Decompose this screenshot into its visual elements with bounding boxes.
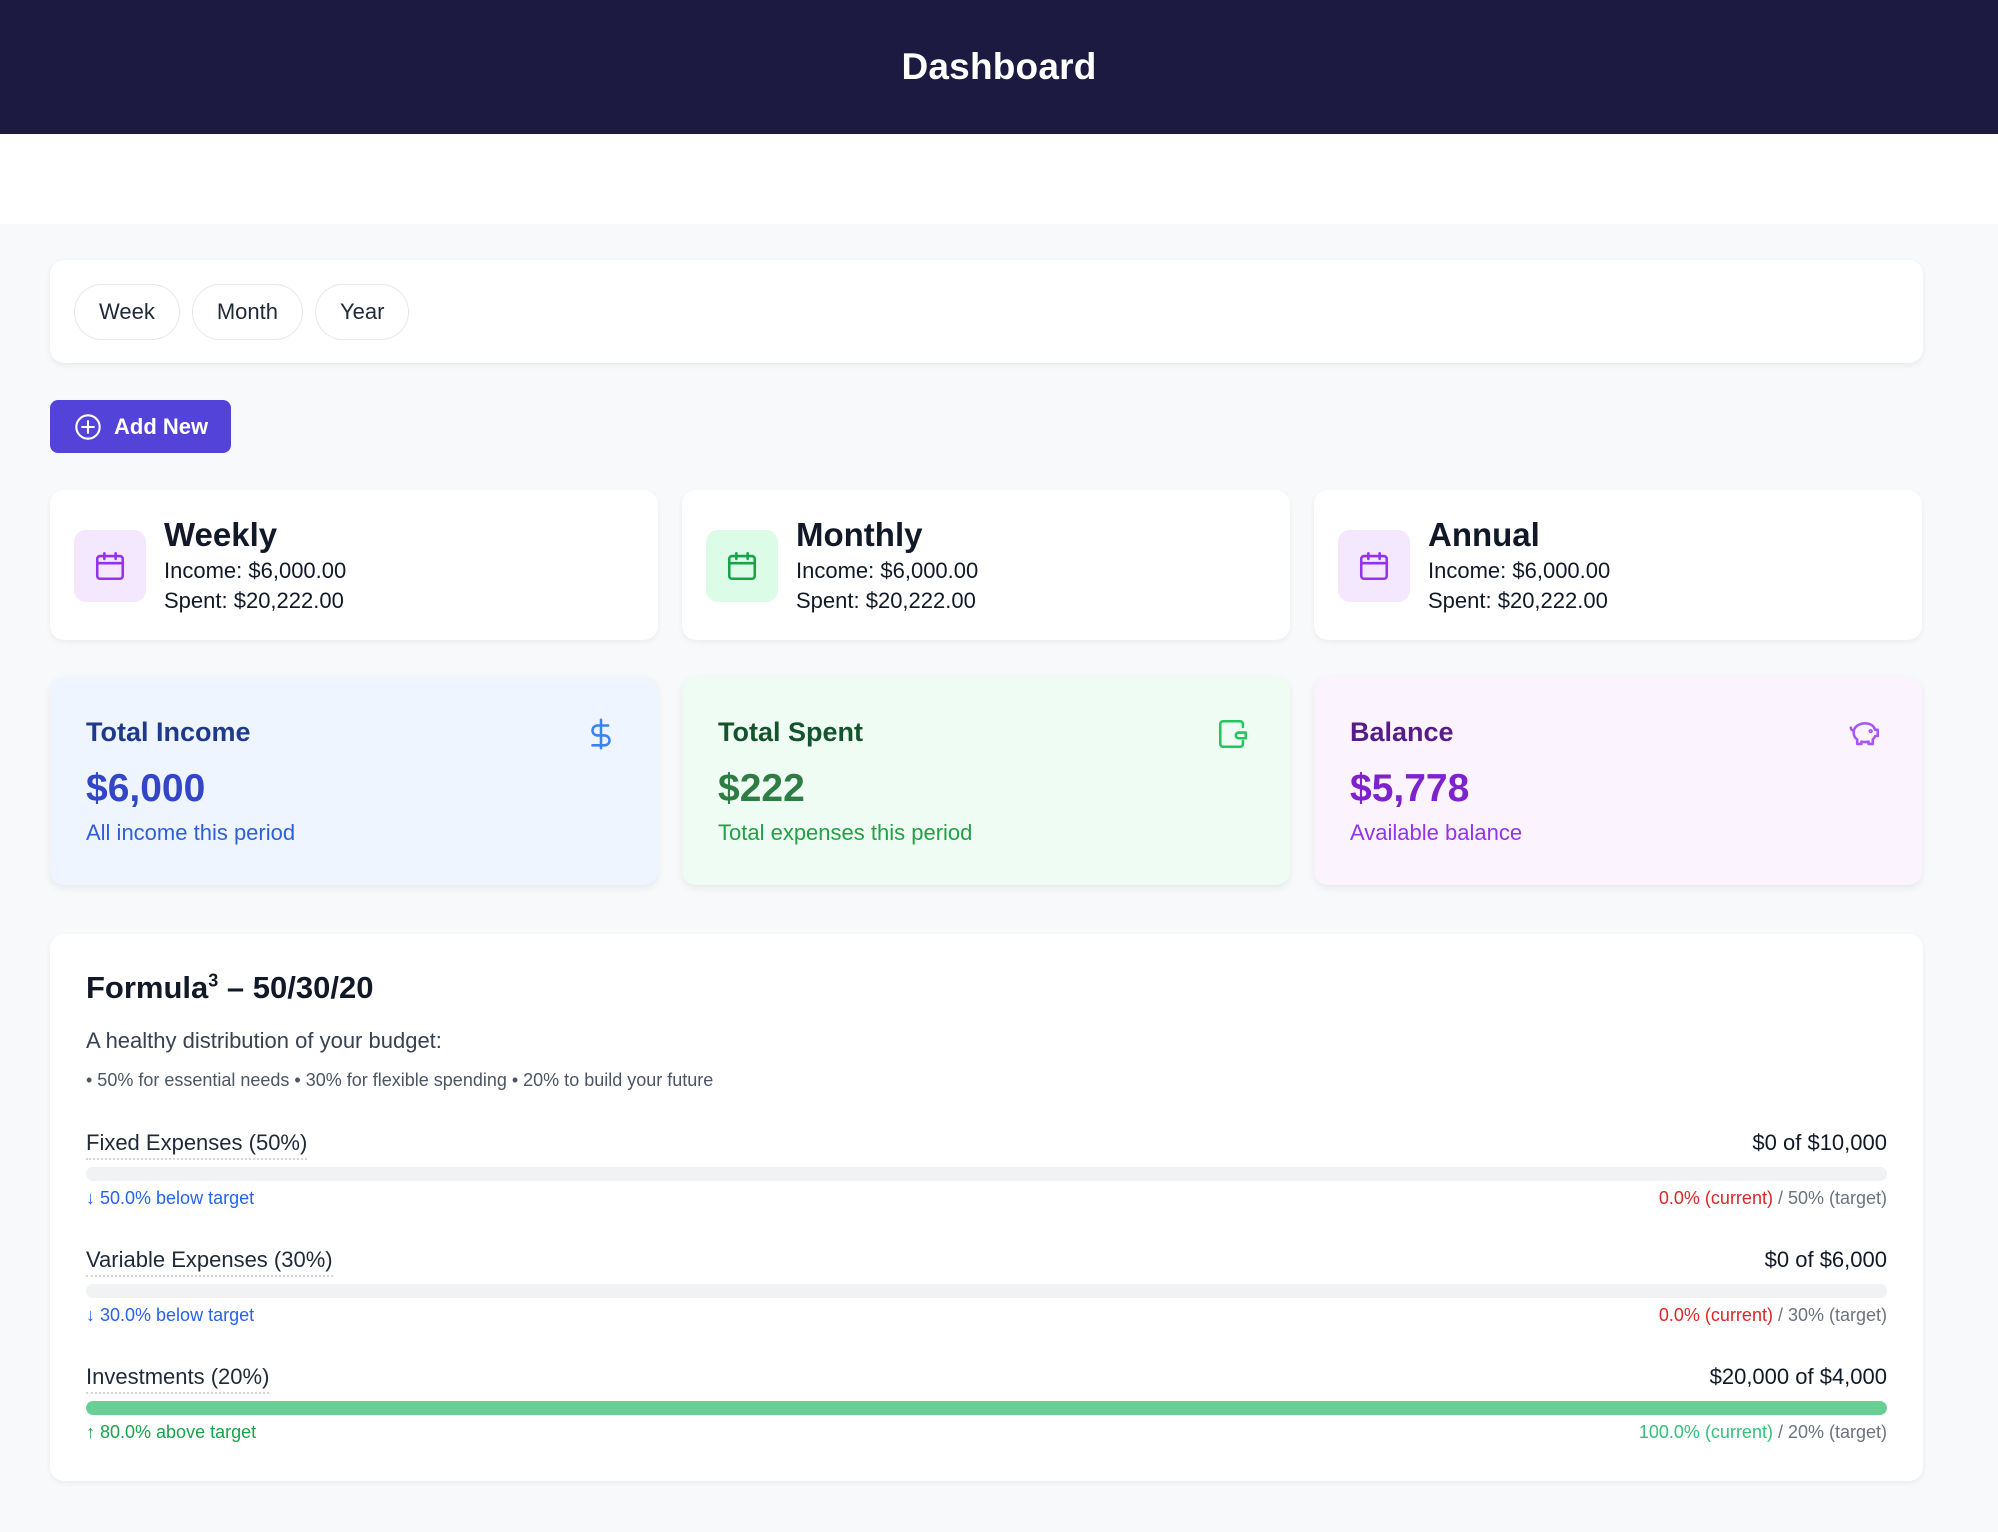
period-card-annual: Annual Income: $6,000.00 Spent: $20,222.… (1314, 490, 1922, 640)
page-title: Dashboard (901, 46, 1097, 87)
plus-circle-icon (75, 413, 101, 440)
variable-expenses-amount: $0 of $6,000 (1764, 1247, 1887, 1272)
variable-expenses-label[interactable]: Variable Expenses (30%) (86, 1247, 333, 1277)
summary-subtitle: Total expenses this period (718, 820, 973, 845)
calendar-icon (1359, 551, 1389, 581)
calendar-icon (727, 551, 757, 581)
header-spacer (0, 134, 1998, 224)
period-income: Income: $6,000.00 (1428, 558, 1611, 583)
summary-value: $6,000 (86, 767, 206, 810)
current-percent: 0.0% (current) (1658, 1305, 1773, 1325)
period-card-weekly: Weekly Income: $6,000.00 Spent: $20,222.… (50, 490, 658, 640)
period-spent: Spent: $20,222.00 (1428, 588, 1608, 613)
investments-status: ↑ 80.0% above target (86, 1422, 257, 1442)
budget-formula-card: Formula3 – 50/30/20 A healthy distributi… (50, 934, 1923, 1481)
summary-title: Balance (1350, 717, 1454, 747)
filter-year-button[interactable]: Year (315, 283, 410, 340)
add-new-button[interactable]: Add New (50, 400, 231, 453)
period-title: Monthly (796, 516, 923, 553)
period-title: Weekly (164, 516, 278, 553)
target-percent: / 50% (target) (1772, 1188, 1887, 1208)
fixed-expenses-status: ↓ 50.0% below target (86, 1188, 255, 1208)
fixed-expenses-progress-track (86, 1167, 1887, 1181)
summary-value: $5,778 (1350, 767, 1470, 810)
investments-label[interactable]: Investments (20%) (86, 1364, 270, 1394)
fixed-expenses-amount: $0 of $10,000 (1752, 1130, 1887, 1155)
wallet-icon (1218, 719, 1248, 749)
target-percent: / 20% (target) (1772, 1422, 1887, 1442)
summary-title: Total Income (86, 717, 251, 747)
summary-subtitle: Available balance (1350, 820, 1523, 845)
investments-percentages: 100.0% (current) / 20% (target) (1639, 1422, 1887, 1443)
summary-subtitle: All income this period (86, 820, 296, 845)
period-income: Income: $6,000.00 (796, 558, 979, 583)
current-percent: 100.0% (current) (1638, 1422, 1773, 1442)
period-income: Income: $6,000.00 (164, 558, 347, 583)
fixed-expenses-label[interactable]: Fixed Expenses (50%) (86, 1130, 308, 1160)
variable-expenses-status: ↓ 30.0% below target (86, 1305, 255, 1325)
current-percent: 0.0% (current) (1658, 1188, 1773, 1208)
summary-value: $222 (718, 767, 805, 810)
variable-expenses-percentages: 0.0% (current) / 30% (target) (1659, 1305, 1887, 1326)
investments-progress-fill (86, 1401, 1887, 1415)
summary-title: Total Spent (718, 717, 863, 747)
total-spent-card: Total Spent $222 Total expenses this per… (682, 677, 1290, 885)
dollar-icon (591, 718, 611, 750)
period-filter-bar: Week Month Year (50, 260, 1923, 363)
period-icon-box (706, 530, 778, 602)
formula-bullets: • 50% for essential needs • 30% for flex… (86, 1070, 714, 1090)
filter-week-button[interactable]: Week (74, 283, 180, 340)
piggy-bank-icon (1849, 722, 1880, 746)
period-spent: Spent: $20,222.00 (164, 588, 344, 613)
formula-title: Formula3 – 50/30/20 (86, 970, 374, 1005)
target-percent: / 30% (target) (1772, 1305, 1887, 1325)
balance-card: Balance $5,778 Available balance (1314, 677, 1922, 885)
filter-month-button[interactable]: Month (191, 283, 303, 340)
calendar-icon (95, 551, 125, 581)
total-income-card: Total Income $6,000 All income this peri… (50, 677, 658, 885)
investments-progress-track (86, 1401, 1887, 1415)
period-icon-box (1338, 530, 1410, 602)
formula-description: A healthy distribution of your budget: (86, 1028, 442, 1053)
fixed-expenses-percentages: 0.0% (current) / 50% (target) (1659, 1188, 1887, 1209)
top-header: Dashboard (0, 0, 1998, 134)
variable-expenses-progress-track (86, 1284, 1887, 1298)
period-title: Annual (1428, 516, 1540, 553)
add-new-label: Add New (114, 413, 209, 439)
period-card-monthly: Monthly Income: $6,000.00 Spent: $20,222… (682, 490, 1290, 640)
period-spent: Spent: $20,222.00 (796, 588, 976, 613)
period-icon-box (74, 530, 146, 602)
investments-amount: $20,000 of $4,000 (1709, 1364, 1887, 1389)
